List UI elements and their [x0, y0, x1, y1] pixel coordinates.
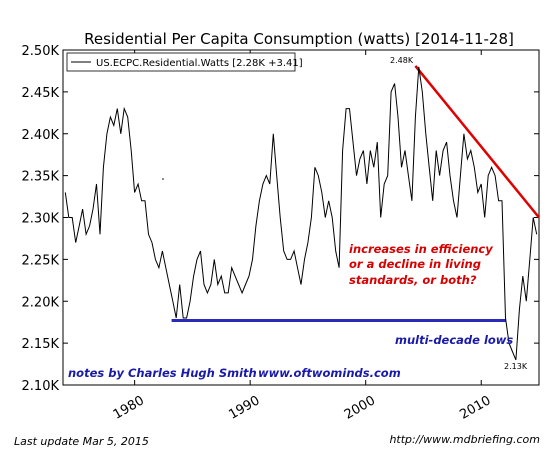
y-tick-label: 2.30K — [22, 212, 60, 227]
stray-point — [162, 178, 164, 180]
decline-trend-line — [414, 65, 540, 219]
plot-area — [62, 49, 540, 386]
y-tick-label: 2.20K — [22, 295, 60, 310]
y-tick-label: 2.45K — [22, 86, 60, 101]
annotation-red-line-1: increases in efficiency — [349, 242, 493, 256]
x-tick-label: 2000 — [342, 393, 378, 423]
y-tick-label: 2.15K — [22, 337, 60, 352]
y-tick-label: 2.50K — [22, 44, 60, 59]
trough-label: 2.13K — [504, 362, 528, 371]
y-axis: 2.10K 2.15K 2.20K 2.25K 2.30K 2.35K 2.40K 2.45K… — [22, 44, 539, 394]
legend-box — [66, 52, 296, 72]
annotation-red-line-2: or a decline in living — [349, 257, 481, 271]
annotation-author: notes by Charles Hugh Smith — [68, 366, 257, 380]
y-tick-label: 2.35K — [22, 170, 60, 185]
peak-label: 2.48K — [390, 56, 414, 65]
annotation-multi-decade-lows: multi-decade lows — [395, 333, 513, 347]
footer-last-update: Last update Mar 5, 2015 — [14, 435, 149, 448]
series-line — [64, 66, 538, 361]
x-tick-label: 1980 — [111, 393, 147, 423]
annotation-red-line-3: standards, or both? — [349, 273, 477, 287]
y-tick-label: 2.40K — [22, 128, 60, 143]
chart-title: Residential Per Capita Consumption (watt… — [84, 30, 514, 48]
legend: US.ECPC.Residential.Watts [2.28K +3.41] — [66, 52, 303, 72]
footer-source-url: http://www.mdbriefing.com — [389, 433, 540, 446]
y-tick-label: 2.25K — [22, 253, 60, 268]
x-tick-label: 2010 — [457, 393, 493, 423]
annotation-website: www.oftwominds.com — [258, 366, 401, 380]
legend-entry: US.ECPC.Residential.Watts [2.28K +3.41] — [96, 58, 303, 69]
x-tick-label: 1990 — [226, 393, 262, 423]
y-tick-label: 2.10K — [22, 379, 60, 394]
